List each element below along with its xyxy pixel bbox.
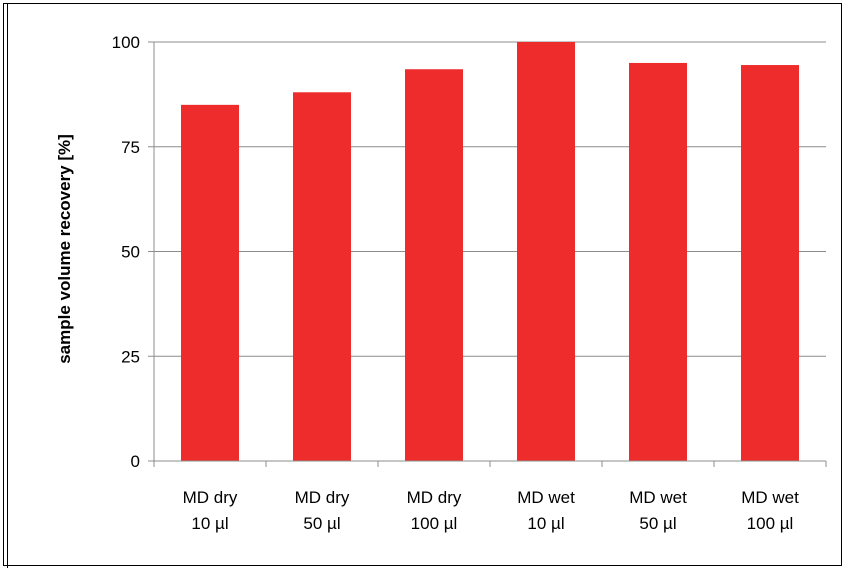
y-axis-title: sample volume recovery [%] [55,134,74,364]
gridlines [154,41,826,357]
bars [181,42,799,462]
y-tick-label-100: 100 [112,33,140,52]
bar-5 [629,62,687,461]
axes [148,41,827,467]
chart-frame-inner [7,3,842,568]
bar-6 [741,65,799,462]
bar-4 [517,42,575,461]
x-category-label-5: MD wet 50 µl [629,488,687,533]
y-tick-label-75: 75 [121,138,140,157]
x-category-label-1: MD dry 10 µl [183,488,238,533]
x-category-label-4: MD wet 10 µl [517,488,575,533]
bar-1 [181,104,239,461]
y-tick-label-0: 0 [131,452,140,471]
y-tick-labels: 0 25 50 75 100 [112,33,140,471]
bar-3 [405,69,463,462]
y-tick-label-25: 25 [121,347,140,366]
x-category-label-2: MD dry 50 µl [295,488,350,533]
y-tick-label-50: 50 [121,243,140,262]
x-category-label-6: MD wet 100 µl [741,488,799,533]
bar-2 [293,92,351,461]
x-category-label-3: MD dry 100 µl [407,488,462,533]
x-category-labels: MD dry 10 µl MD dry 50 µl MD dry 100 µl MD wet… [183,488,799,533]
